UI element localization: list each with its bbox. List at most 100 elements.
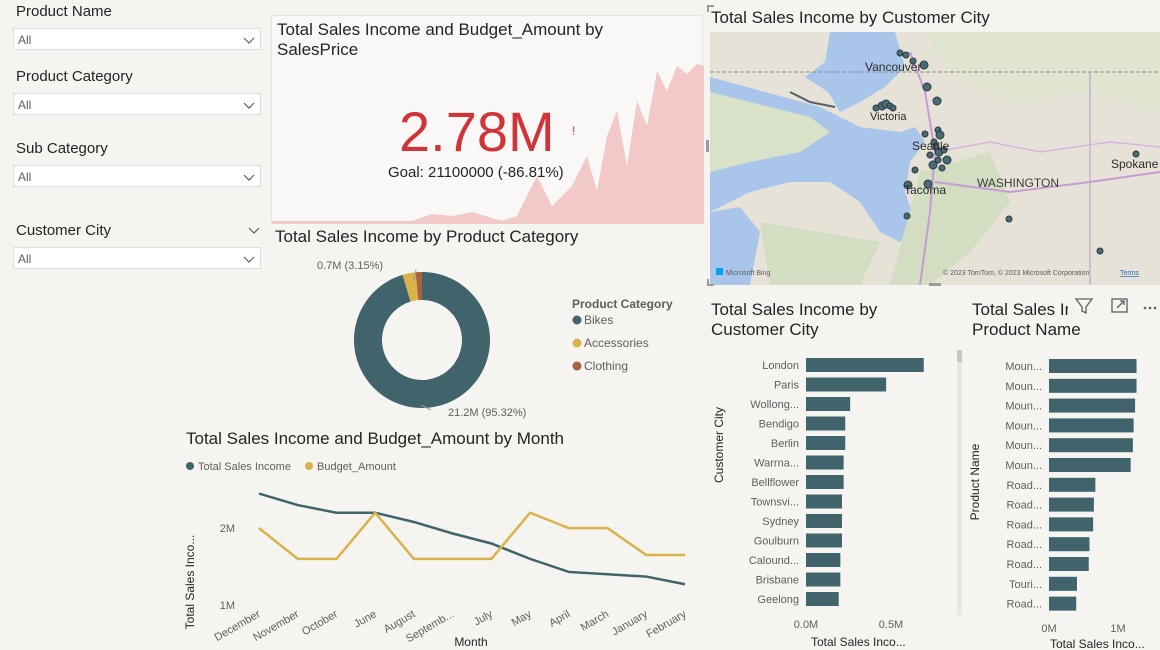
- city-category-label: Goulburn: [754, 536, 799, 548]
- resize-handle-bottom[interactable]: [929, 283, 941, 286]
- x-tick-label: February: [644, 608, 689, 641]
- city-bar[interactable]: [806, 475, 844, 489]
- product-bar[interactable]: [1049, 557, 1089, 571]
- product-bar[interactable]: [1049, 378, 1137, 393]
- city-bar[interactable]: [806, 572, 841, 587]
- map-canvas[interactable]: Vancouver Victoria Seattle Tacoma WASHIN…: [710, 32, 1160, 285]
- filter-icon[interactable]: [1073, 296, 1095, 316]
- product-category-dropdown[interactable]: All: [13, 93, 261, 115]
- map-visual[interactable]: Total Sales Income by Customer City: [706, 5, 1160, 286]
- map-label-seattle: Seattle: [912, 139, 950, 153]
- line-visual[interactable]: Total Sales Income and Budget_Amount by …: [183, 428, 703, 650]
- product-category-label: Road...: [1007, 500, 1042, 512]
- product-x-axis-label: Total Sales Inco...: [1050, 637, 1145, 650]
- city-category-label: Townsvi...: [751, 497, 799, 509]
- legend-item-accessories[interactable]: Accessories: [584, 336, 649, 350]
- resize-handle-left[interactable]: [706, 140, 709, 152]
- city-bar[interactable]: [806, 436, 846, 450]
- more-options-icon[interactable]: [1140, 296, 1160, 316]
- series-line-total-sales-income[interactable]: [258, 492, 686, 586]
- city-category-label: Geelong: [757, 594, 799, 606]
- product-bar[interactable]: [1049, 418, 1134, 433]
- city-x-axis-label: Total Sales Inco...: [811, 635, 906, 649]
- product-y-axis-label: Product Name: [968, 443, 982, 520]
- donut-chart[interactable]: 0.7M (3.15%) 21.2M (95.32%) Product Cate…: [271, 250, 703, 426]
- city-bar[interactable]: [806, 553, 841, 567]
- city-bar-title: Total Sales Income by Customer City: [711, 300, 878, 339]
- product-bar[interactable]: [1049, 596, 1077, 611]
- product-bar[interactable]: [1049, 398, 1136, 413]
- donut-visual[interactable]: Total Sales Income by Product Category 0…: [271, 226, 703, 426]
- product-bar[interactable]: [1049, 458, 1131, 472]
- product-bar[interactable]: [1049, 537, 1090, 552]
- product-category-label: Moun...: [1005, 460, 1042, 472]
- city-bar[interactable]: [806, 416, 846, 431]
- sub-category-dropdown[interactable]: All: [13, 165, 261, 187]
- map-label-spokane: Spokane: [1111, 157, 1159, 171]
- donut-label-accessories: 0.7M (3.15%): [317, 260, 383, 272]
- city-bar[interactable]: [806, 533, 842, 548]
- product-category-label: Road...: [1007, 519, 1042, 531]
- product-bar[interactable]: [1049, 359, 1137, 373]
- product-category-value: All: [18, 98, 32, 112]
- product-category-label: Road...: [1007, 559, 1042, 571]
- customer-city-dropdown[interactable]: All: [13, 247, 261, 269]
- product-bar-visual[interactable]: Total Sales Income by Product Name Produ…: [968, 292, 1160, 650]
- customer-city-value: All: [18, 252, 32, 266]
- legend-item-budget-amount[interactable]: Budget_Amount: [317, 461, 396, 473]
- donut-slice-clothing[interactable]: [415, 272, 422, 301]
- city-y-axis-label: Customer City: [712, 407, 726, 483]
- resize-handle-top-left[interactable]: [707, 5, 714, 12]
- collapse-chevron-icon[interactable]: [247, 224, 261, 238]
- x-tick-label: June: [352, 608, 379, 630]
- kpi-trend-area: [272, 64, 704, 224]
- donut-label-bikes: 21.2M (95.32%): [448, 407, 526, 419]
- focus-mode-icon[interactable]: [1109, 296, 1131, 316]
- legend-item-bikes[interactable]: Bikes: [584, 313, 613, 327]
- city-bar-chart[interactable]: Customer City London Paris Wollong... Bendi…: [707, 298, 967, 650]
- city-category-label: Calound...: [749, 555, 799, 567]
- product-name-dropdown[interactable]: All: [13, 28, 261, 50]
- x-tick-label: April: [547, 608, 572, 629]
- map-label-victoria: Victoria: [870, 111, 907, 123]
- map-label-vancouver: Vancouver: [865, 60, 921, 74]
- city-bar[interactable]: [806, 494, 842, 509]
- city-scrollbar-track[interactable]: [957, 350, 962, 615]
- product-category-label: Moun...: [1005, 401, 1042, 413]
- city-bar[interactable]: [806, 397, 851, 411]
- city-bar[interactable]: [806, 592, 839, 606]
- city-bar[interactable]: [806, 514, 842, 528]
- product-x-tick-0: 0M: [1041, 623, 1056, 635]
- resize-handle-bottom-left[interactable]: [707, 279, 714, 286]
- series-line-budget-amount[interactable]: [258, 510, 685, 561]
- product-bar[interactable]: [1049, 477, 1096, 492]
- kpi-title: Total Sales Income and Budget_Amount by …: [277, 20, 604, 59]
- line-chart[interactable]: Total Sales Income Budget_Amount Total Sa…: [183, 452, 703, 650]
- x-tick-label: March: [579, 608, 611, 634]
- product-bar[interactable]: [1049, 576, 1077, 591]
- product-bar[interactable]: [1049, 517, 1094, 532]
- product-bar[interactable]: [1049, 497, 1094, 512]
- slicer-title-product-category: Product Category: [16, 68, 133, 85]
- product-bar[interactable]: [1049, 438, 1133, 453]
- city-category-label: Paris: [774, 380, 800, 392]
- product-category-label: Moun...: [1005, 420, 1042, 432]
- legend-item-clothing[interactable]: Clothing: [584, 359, 628, 373]
- legend-item-total-sales-income[interactable]: Total Sales Income: [198, 461, 291, 473]
- product-x-tick-1: 1M: [1110, 623, 1125, 635]
- product-category-label: Moun...: [1005, 440, 1042, 452]
- map-copyright: © 2023 TomTom, © 2023 Microsoft Corporat…: [943, 269, 1089, 277]
- city-bar-visual[interactable]: Total Sales Income by Customer City Cust…: [707, 298, 967, 650]
- city-bar[interactable]: [806, 455, 844, 470]
- map-terms-link[interactable]: Terms: [1120, 270, 1140, 277]
- product-category-label: Touri...: [1009, 579, 1042, 591]
- city-category-label: Wollong...: [750, 399, 799, 411]
- city-scrollbar-thumb[interactable]: [957, 350, 962, 362]
- city-bar[interactable]: [806, 377, 887, 392]
- bing-logo-icon: [716, 268, 723, 275]
- city-x-tick-0: 0.0M: [794, 619, 818, 631]
- donut-slice-bikes[interactable]: [354, 272, 490, 408]
- kpi-card[interactable]: Total Sales Income and Budget_Amount by …: [271, 15, 704, 224]
- product-bar-chart[interactable]: Product Name Moun... Moun... Moun... Moun..…: [968, 298, 1160, 650]
- city-bar[interactable]: [806, 358, 924, 372]
